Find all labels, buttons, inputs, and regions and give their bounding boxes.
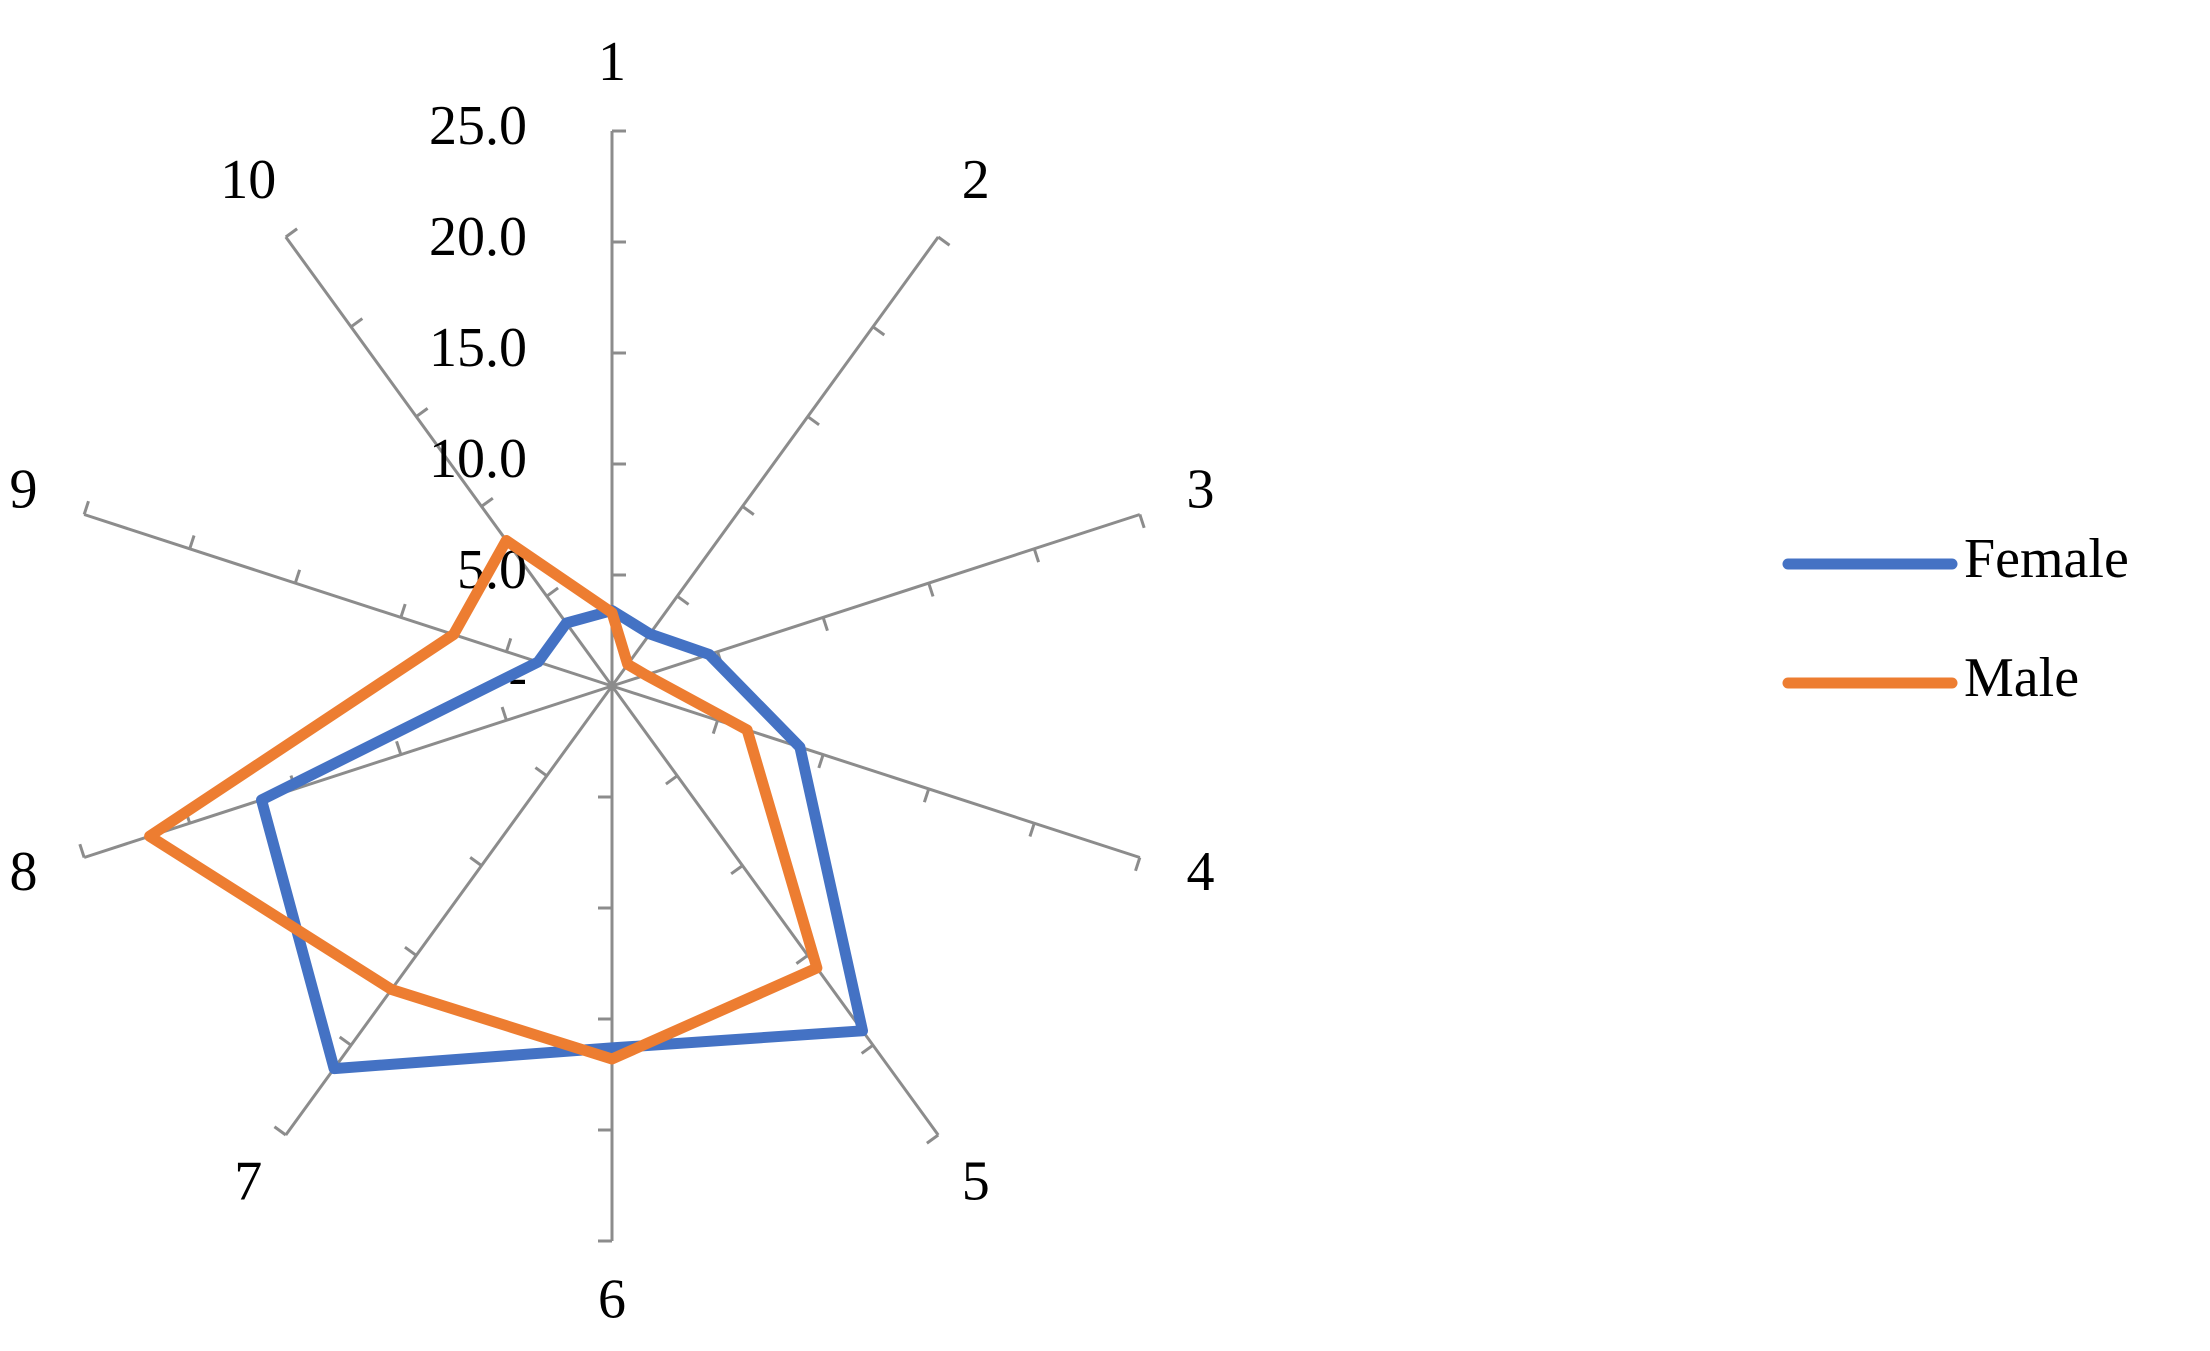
axis-category-label: 9 xyxy=(9,459,37,521)
tick-mark xyxy=(927,582,935,597)
tick-mark xyxy=(926,1133,940,1145)
axis-category-label: 1 xyxy=(598,31,626,93)
tick-mark xyxy=(399,603,407,618)
tick-mark xyxy=(795,954,809,965)
axis-line xyxy=(610,236,940,687)
tick-mark xyxy=(338,1035,352,1047)
axis-line xyxy=(83,513,613,688)
tick-mark xyxy=(534,766,548,778)
tick-mark xyxy=(676,594,690,606)
tick-mark xyxy=(78,843,86,858)
series-line xyxy=(256,605,868,1075)
tick-mark xyxy=(284,227,298,239)
tick-mark xyxy=(1138,514,1146,529)
axis-category-label: 4 xyxy=(1187,841,1215,903)
tick-mark xyxy=(82,500,90,515)
axis-category-label: 2 xyxy=(962,149,990,211)
axis-category-label: 6 xyxy=(598,1269,626,1331)
y-tick-label: 20.0 xyxy=(429,206,527,268)
tick-mark xyxy=(860,1043,874,1055)
series-line xyxy=(144,535,823,1065)
axis-line xyxy=(284,236,614,687)
tick-mark xyxy=(404,945,418,957)
tick-mark xyxy=(293,569,302,584)
tick-mark xyxy=(821,616,829,632)
axis-category-label: 7 xyxy=(234,1150,262,1212)
tick-mark xyxy=(188,535,196,550)
legend-label: Female xyxy=(1964,528,2129,590)
tick-mark xyxy=(469,856,483,867)
tick-mark xyxy=(1134,857,1142,872)
tick-mark xyxy=(872,325,886,337)
axis-category-label: 8 xyxy=(9,841,37,903)
tick-mark xyxy=(922,788,931,803)
axis-line xyxy=(284,685,614,1136)
tick-mark xyxy=(1028,822,1036,837)
axis-category-label: 3 xyxy=(1187,459,1215,521)
axis-line xyxy=(610,685,940,1136)
tick-mark xyxy=(415,407,429,418)
legend-label: Male xyxy=(1964,647,2079,709)
axis-category-label: 5 xyxy=(962,1150,990,1212)
tick-mark xyxy=(273,1125,287,1137)
axis-line xyxy=(83,684,613,859)
tick-mark xyxy=(741,505,755,516)
tick-mark xyxy=(1032,548,1041,563)
axis-category-label: 10 xyxy=(220,149,276,211)
tick-mark xyxy=(395,740,403,756)
tick-mark xyxy=(665,774,679,786)
y-tick-label: 10.0 xyxy=(429,428,527,490)
axis-line xyxy=(611,513,1141,688)
tick-mark xyxy=(937,235,951,247)
tick-mark xyxy=(500,706,508,721)
tick-mark xyxy=(817,754,825,769)
axis-line xyxy=(611,684,1141,859)
tick-mark xyxy=(711,719,719,735)
tick-mark xyxy=(806,415,820,427)
y-tick-label: 25.0 xyxy=(429,95,527,157)
tick-mark xyxy=(545,586,559,598)
tick-mark xyxy=(505,637,513,653)
tick-mark xyxy=(480,496,494,508)
y-tick-label: 15.0 xyxy=(429,317,527,379)
tick-mark xyxy=(730,864,744,876)
tick-mark xyxy=(350,317,364,329)
